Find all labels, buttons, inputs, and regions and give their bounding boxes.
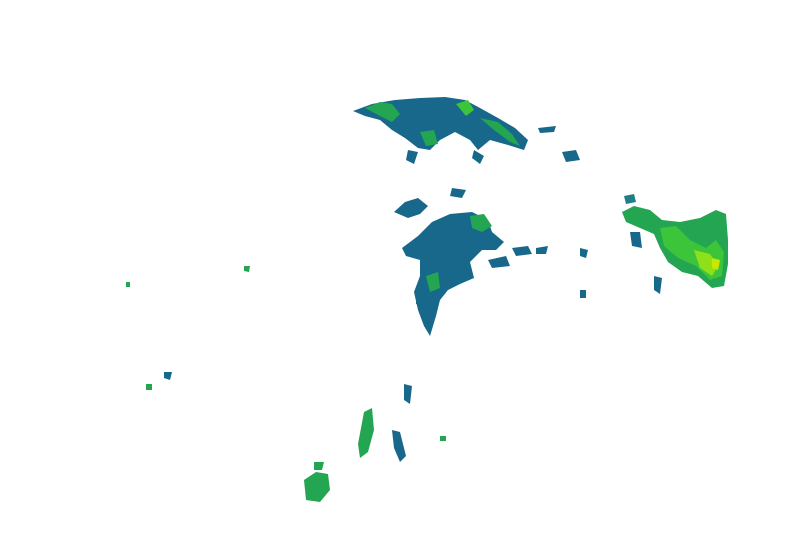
echo (536, 246, 548, 254)
echo (630, 232, 642, 248)
echo (146, 384, 152, 390)
echo (358, 408, 374, 458)
echo (394, 198, 428, 218)
echo (654, 276, 662, 294)
echo (314, 462, 324, 470)
echo (470, 214, 492, 232)
echo (404, 384, 412, 404)
echo (420, 130, 438, 146)
echo (164, 372, 172, 380)
echo (562, 150, 580, 162)
echo (365, 102, 400, 122)
precip-cluster-north (353, 97, 580, 164)
echo (416, 294, 424, 306)
echo (538, 126, 556, 133)
echo (488, 256, 510, 268)
echo (580, 290, 586, 298)
precip-cluster-east (580, 194, 728, 294)
echo (244, 266, 250, 272)
echo (126, 282, 130, 287)
precip-streaks-south (126, 266, 586, 502)
precip-cluster-central (394, 188, 548, 336)
echo (472, 150, 484, 164)
echo (712, 258, 720, 270)
echo (426, 272, 440, 292)
echo (480, 118, 520, 146)
echo (406, 150, 418, 164)
echo (456, 100, 474, 116)
echo (440, 436, 446, 441)
echo (694, 250, 718, 276)
echo (392, 430, 406, 462)
echo (402, 212, 504, 336)
echo (512, 246, 532, 256)
echo (304, 472, 330, 502)
echo (450, 188, 466, 198)
echo (624, 194, 636, 204)
echo (580, 248, 588, 258)
